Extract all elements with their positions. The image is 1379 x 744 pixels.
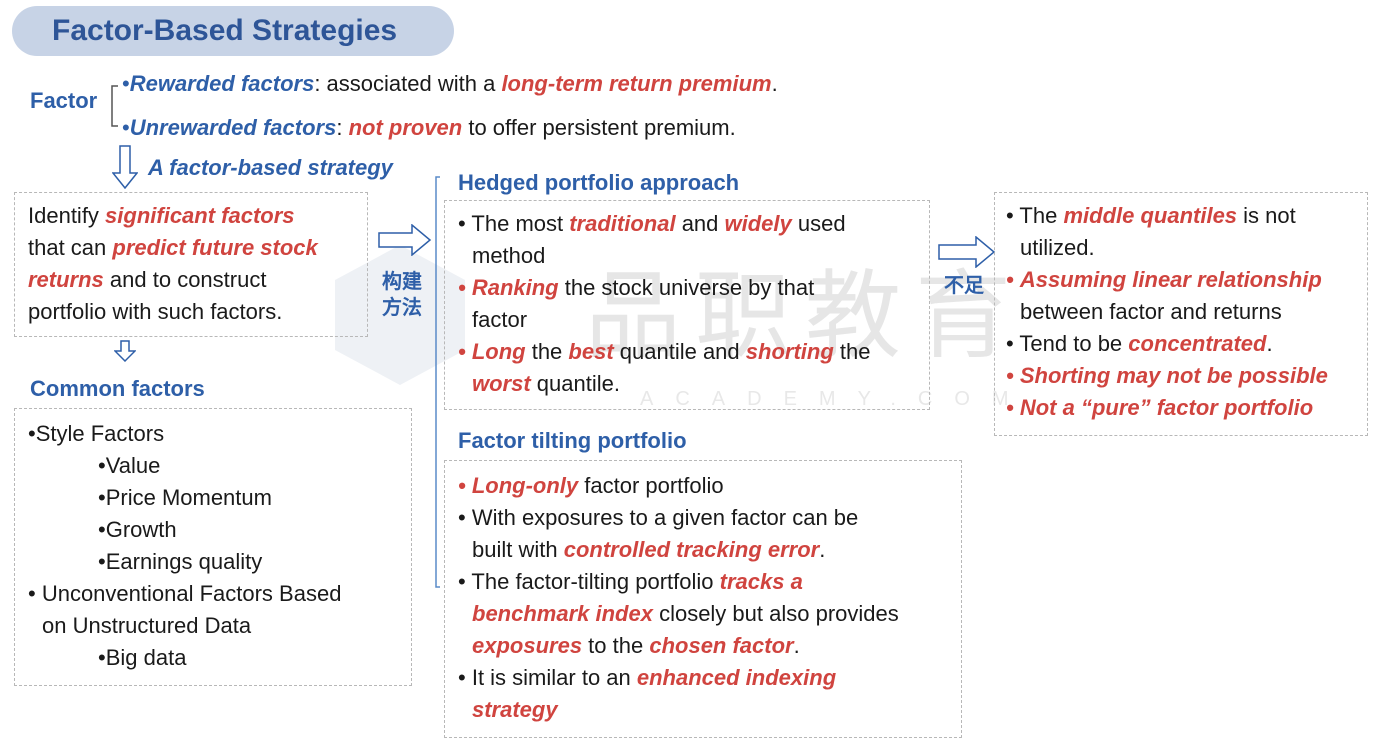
factor-label: Factor <box>30 88 98 113</box>
strategy-label: A factor-based strategy <box>148 155 393 180</box>
factor-bracket <box>111 85 118 127</box>
hedged-list: • The most traditional and widely used m… <box>458 211 871 396</box>
common-factors-box <box>14 408 412 686</box>
tilt-list: • Long-only factor portfolio • With expo… <box>458 473 899 722</box>
hedged-title: Hedged portfolio approach <box>458 170 740 195</box>
identify-box <box>14 192 368 337</box>
middle-bracket <box>435 176 440 588</box>
page-title: Factor-Based Strategies <box>12 6 454 56</box>
shortcomings-list: • The middle quantiles is not utilized. … <box>1006 203 1328 420</box>
common-factors-title: Common factors <box>30 376 205 401</box>
hedged-box <box>444 200 930 410</box>
shortcomings-label: 不足 <box>944 273 984 297</box>
factor-unrewarded: •Unrewarded factors: not proven to offer… <box>122 115 736 140</box>
shortcomings-box <box>994 192 1368 436</box>
small-down-arrow-icon <box>114 340 136 362</box>
identify-text: Identify significant factors that can pr… <box>28 203 318 324</box>
factor-rewarded: •Rewarded factors: associated with a lon… <box>122 71 778 96</box>
common-factors-list: •Style Factors •Value •Price Momentum •G… <box>28 421 342 670</box>
tilt-title: Factor tilting portfolio <box>458 428 687 453</box>
method-label: 构建 方法 <box>382 269 422 319</box>
down-arrow-icon <box>112 145 138 189</box>
tilt-box <box>444 460 962 738</box>
right-arrow-icon <box>938 236 996 268</box>
right-arrow-icon <box>378 224 432 256</box>
